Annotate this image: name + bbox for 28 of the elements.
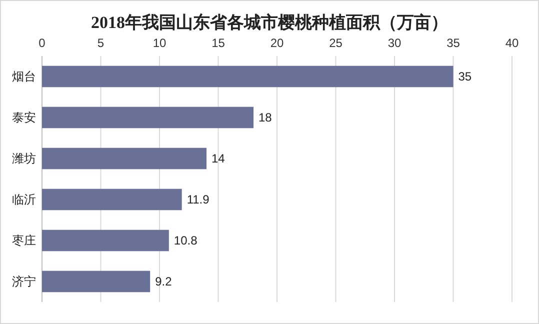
x-tick-label: 5 [97, 36, 104, 50]
y-tick-label: 济宁 [12, 274, 36, 288]
bar [42, 106, 254, 128]
data-label: 10.8 [174, 234, 198, 248]
x-tick-label: 15 [212, 36, 226, 50]
x-tick-label: 10 [152, 36, 166, 50]
chart-title: 2018年我国山东省各城市樱桃种植面积（万亩） [91, 13, 448, 32]
x-tick-label: 0 [38, 36, 46, 50]
x-tick-label: 30 [388, 36, 402, 50]
bar [42, 270, 150, 292]
y-tick-label: 临沂 [12, 192, 36, 206]
x-tick-label: 40 [505, 36, 519, 50]
bar [42, 148, 206, 170]
y-tick-label: 泰安 [12, 110, 36, 124]
x-tick-label: 25 [329, 36, 343, 50]
x-tick-label: 35 [446, 36, 460, 50]
data-label: 9.2 [155, 274, 172, 288]
bar [42, 66, 454, 88]
y-tick-label: 烟台 [12, 70, 36, 84]
x-tick-label: 20 [270, 36, 284, 50]
bar [42, 230, 169, 252]
data-label: 14 [212, 152, 226, 166]
bar [42, 188, 182, 210]
y-tick-label: 枣庄 [12, 234, 36, 248]
data-label: 11.9 [186, 192, 210, 206]
y-tick-label: 潍坊 [12, 152, 36, 166]
data-label: 35 [458, 70, 472, 84]
data-label: 18 [258, 110, 272, 124]
